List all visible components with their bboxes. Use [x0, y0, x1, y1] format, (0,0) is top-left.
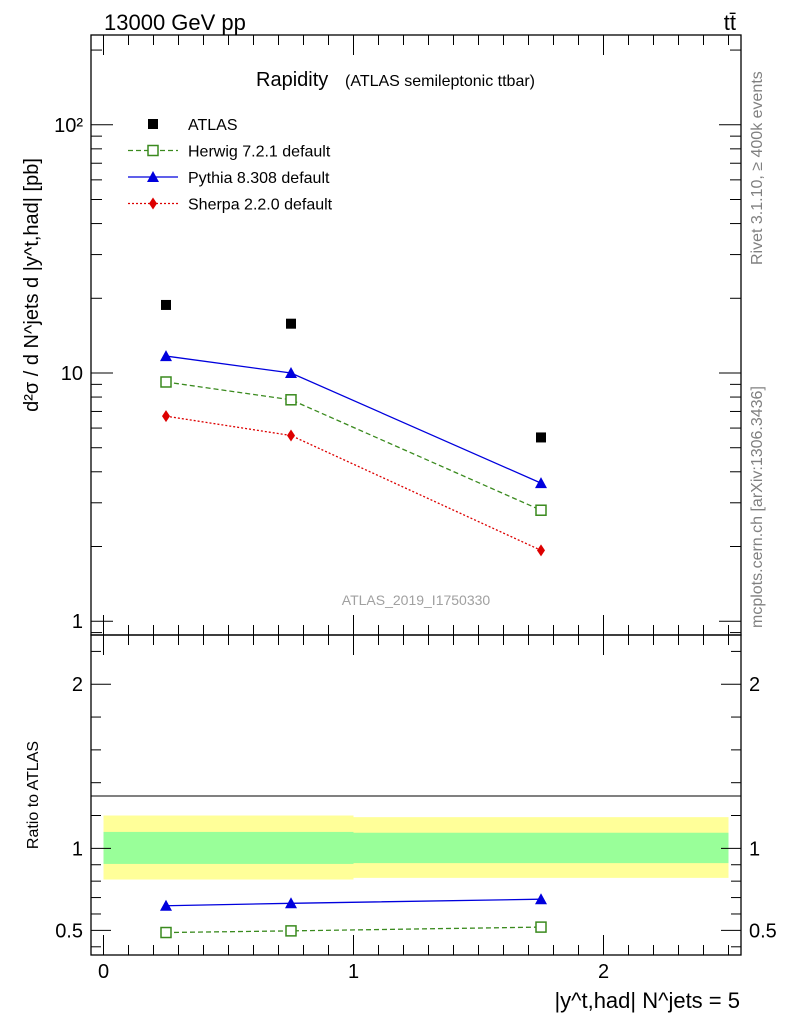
y-tick-label: 10²	[54, 115, 83, 137]
ratio-series-group	[160, 893, 547, 939]
ratio-inner-band	[103, 831, 354, 864]
main-atlas-point	[161, 299, 171, 310]
main-herwig-line	[165, 381, 542, 511]
ratio-herwig-point	[535, 921, 547, 933]
ratio-y-tick-label-right: 0.5	[749, 920, 777, 942]
x-tick-label: 2	[598, 961, 609, 983]
ratio-y-tick-label: 2	[72, 674, 83, 696]
legend-pythia-label: Pythia 8.308 default	[188, 170, 330, 187]
legend-herwig-marker	[147, 144, 159, 157]
mcplots-source-text: mcplots.cern.ch [arXiv:1306.3436]	[749, 386, 766, 628]
legend-atlas-label: ATLAS	[188, 117, 238, 134]
main-pythia-line	[165, 355, 542, 484]
main-axis-ticks: 1 10 10²	[54, 35, 741, 635]
ratio-pythia-point	[535, 893, 547, 905]
main-herwig-point	[285, 394, 297, 406]
ratio-herwig-point	[285, 925, 297, 937]
main-sherpa-point	[162, 410, 170, 423]
ratio-panel-frame	[90, 634, 742, 956]
header-process-label: tt̄	[724, 10, 736, 35]
legend-herwig-label: Herwig 7.2.1 default	[188, 144, 331, 161]
ratio-pythia-line	[165, 898, 542, 907]
legend-sherpa-label: Sherpa 2.2.0 default	[188, 197, 333, 214]
ratio-y-tick-label-right: 1	[749, 838, 760, 860]
x-tick-label: 0	[98, 961, 109, 983]
ratio-herwig-line	[165, 926, 542, 934]
header-collision-label: 13000 GeV pp	[104, 10, 246, 35]
main-sherpa-line	[165, 415, 542, 551]
ratio-panel: 0.5 0.5 1 1 2 2 0 1 2 Ratio to ATLAS |y^t,had| N…	[25, 634, 777, 1013]
plot-subtitle: (ATLAS semileptonic ttbar)	[345, 73, 535, 90]
ratio-pythia-point	[160, 899, 172, 911]
ratio-y-tick-label-right: 2	[749, 674, 760, 696]
x-axis-label: |y^t,had| N^jets = 5	[554, 988, 740, 1013]
rivet-info-text: Rivet 3.1.10, ≥ 400k events	[749, 71, 766, 265]
main-pythia-point	[285, 367, 297, 379]
ratio-uncertainty-bands	[103, 815, 729, 880]
plot-title: Rapidity	[256, 69, 328, 91]
main-pythia-point	[160, 350, 172, 362]
main-series-group	[160, 299, 547, 557]
legend-sherpa-marker	[149, 197, 157, 210]
ratio-pythia-point	[285, 897, 297, 909]
main-y-axis-label: d²σ / d N^jets d |y^t,had| [pb]	[21, 158, 43, 412]
y-tick-label: 1	[72, 611, 83, 633]
legend-pythia-marker	[147, 171, 159, 182]
legend: ATLAS Herwig 7.2.1 default Pythia 8.308 de…	[128, 117, 333, 214]
x-tick-label: 1	[348, 961, 359, 983]
analysis-watermark: ATLAS_2019_I1750330	[342, 592, 491, 608]
ratio-axis-ticks: 0.5 0.5 1 1 2 2 0 1 2	[55, 635, 777, 983]
ratio-y-tick-label: 0.5	[55, 920, 83, 942]
main-herwig-point	[160, 376, 172, 388]
ratio-herwig-point	[160, 926, 172, 939]
main-atlas-point	[286, 318, 296, 329]
main-pythia-point	[535, 477, 547, 489]
ratio-y-axis-label: Ratio to ATLAS	[25, 741, 42, 849]
main-panel: 1 10 10² Rapidity (ATLAS semileptonic ttba…	[21, 34, 742, 636]
ratio-inner-band	[353, 832, 729, 864]
main-sherpa-point	[287, 429, 295, 442]
main-herwig-point	[535, 504, 547, 516]
legend-atlas-marker	[148, 119, 158, 129]
main-sherpa-point	[537, 544, 545, 557]
ratio-y-tick-label: 1	[72, 838, 83, 860]
y-tick-label: 10	[61, 363, 83, 385]
main-atlas-point	[536, 432, 546, 443]
